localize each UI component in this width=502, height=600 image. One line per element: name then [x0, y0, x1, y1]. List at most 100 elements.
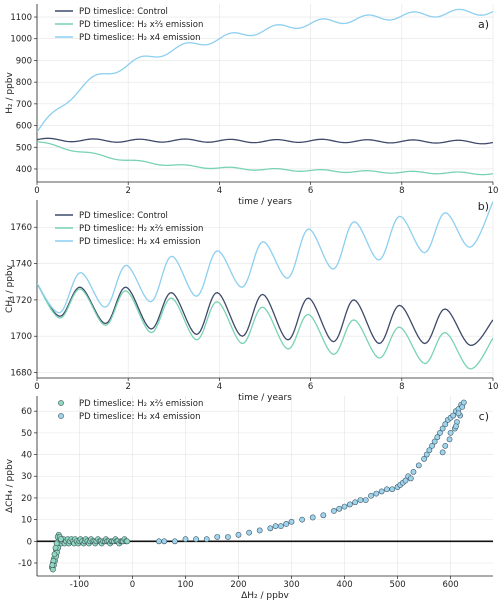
x-tick-label: 0 — [34, 186, 39, 196]
panel-label: c) — [479, 410, 489, 423]
series-line-1 — [37, 137, 493, 145]
scatter-point — [434, 434, 441, 441]
legend-entry: PD timeslice: H₂ x4 emission — [79, 33, 201, 43]
scatter-point — [450, 412, 457, 419]
scatter-point — [439, 449, 446, 456]
x-axis-label: ΔH₂ / ppbv — [241, 591, 289, 600]
series-line-1 — [37, 283, 493, 346]
scatter-point — [460, 399, 467, 406]
x-tick-label: 0 — [34, 382, 39, 392]
scatter-point — [193, 536, 199, 543]
scatter-point — [447, 429, 454, 436]
scatter-point — [368, 492, 374, 499]
scatter-point — [52, 544, 59, 551]
x-tick-label: 2 — [125, 382, 130, 392]
y-tick-label: 40 — [21, 451, 32, 461]
y-tick-label: 1680 — [10, 369, 32, 379]
scatter-point — [452, 423, 459, 430]
x-tick-label: 2 — [125, 186, 130, 196]
scatter-point — [49, 562, 56, 569]
y-tick-label: 1100 — [10, 13, 32, 23]
legend-entry: PD timeslice: H₂ x⅔ emission — [79, 399, 203, 409]
scatter-point — [429, 442, 435, 449]
scatter-point — [267, 525, 274, 532]
scatter-point — [51, 551, 58, 558]
scatter-point — [446, 436, 453, 443]
y-tick-label: 1000 — [10, 35, 32, 45]
y-axis-label: CH₄ / ppbv — [5, 264, 15, 313]
scatter-point — [378, 488, 385, 495]
y-tick-label: 1720 — [10, 296, 32, 306]
panel-a-h2-timeseries: 0 2 4 6 8 10 400 500 600 700 800 900 1000 1100 time / … — [5, 4, 498, 207]
x-tick-label: 4 — [217, 382, 222, 392]
scatter-point — [182, 536, 189, 543]
scatter-point — [278, 523, 284, 530]
scatter-point — [362, 497, 369, 503]
legend-swatch — [58, 400, 64, 406]
x-tick-label: 8 — [399, 382, 404, 392]
scatter-point — [299, 516, 306, 523]
x-tick-label: 4 — [217, 186, 222, 196]
y-axis-label: H₂ / ppbv — [5, 72, 15, 114]
legend-entry: PD timeslice: H₂ x4 emission — [79, 237, 201, 247]
y-tick-label: 800 — [16, 78, 32, 88]
x-tick-label: 0 — [130, 580, 135, 590]
y-tick-label: 1700 — [10, 332, 32, 342]
scatter-point — [203, 536, 210, 543]
scatter-point — [357, 497, 364, 503]
x-axis-label: time / years — [238, 197, 292, 207]
panel-b-ch4-timeseries: 0 2 4 6 8 10 1680 1700 1720 1740 1760 time / years C… — [5, 200, 498, 403]
scatter-point — [283, 521, 290, 527]
y-tick-label: 600 — [16, 122, 32, 132]
scatter-point — [288, 518, 295, 525]
scatter-point — [421, 455, 427, 462]
legend-entry: PD timeslice: Control — [79, 7, 168, 17]
scatter-point — [246, 529, 252, 536]
plot-area — [37, 8, 493, 176]
scatter-point — [256, 527, 263, 534]
y-tick-label: 0 — [27, 537, 32, 547]
scatter-point — [352, 499, 359, 506]
scatter-point — [402, 477, 409, 484]
x-tick-label: 300 — [283, 580, 299, 590]
x-tick-label: 600 — [442, 580, 458, 590]
scatter-point — [415, 462, 422, 469]
y-tick-label: 700 — [16, 100, 32, 110]
y-axis-label: ΔCH₄ / ppbv — [5, 458, 15, 513]
series-line-2 — [37, 141, 493, 176]
scatter-point — [455, 410, 462, 417]
scatter-point — [437, 429, 443, 436]
scatter-point — [156, 538, 162, 545]
scatter-point — [235, 531, 242, 538]
x-tick-label: 6 — [308, 186, 313, 196]
y-tick-label: 900 — [16, 56, 32, 66]
panel-label: b) — [478, 200, 489, 213]
legend-entry: PD timeslice: H₂ x⅔ emission — [79, 20, 203, 30]
legend: PD timeslice: Control PD timeslice: H₂ x⅔… — [55, 211, 203, 247]
scatter-point — [309, 514, 316, 521]
legend-swatch — [58, 413, 64, 419]
x-axis-label: time / years — [238, 393, 292, 403]
scatter-point — [439, 425, 446, 432]
x-tick-label: 6 — [308, 382, 313, 392]
y-tick-label: 60 — [21, 407, 32, 417]
scatter-point — [272, 523, 279, 530]
scatter-point — [224, 534, 231, 540]
scatter-point — [373, 490, 380, 497]
y-tick-label: 1760 — [10, 223, 32, 233]
panel-label: a) — [478, 18, 489, 31]
scatter-point — [320, 512, 327, 519]
series-line-3 — [37, 201, 493, 314]
scatter-point — [426, 447, 433, 454]
scatter-point — [171, 538, 178, 545]
y-tick-label: 10 — [21, 516, 32, 526]
y-tick-label: -10 — [18, 559, 32, 569]
scatter-point — [341, 503, 348, 510]
x-tick-label: 8 — [399, 186, 404, 196]
x-tick-label: 500 — [389, 580, 405, 590]
scatter-point — [336, 505, 343, 512]
x-tick-label: 10 — [488, 186, 499, 196]
scatter-point — [407, 475, 414, 482]
x-tick-label: 10 — [488, 382, 499, 392]
